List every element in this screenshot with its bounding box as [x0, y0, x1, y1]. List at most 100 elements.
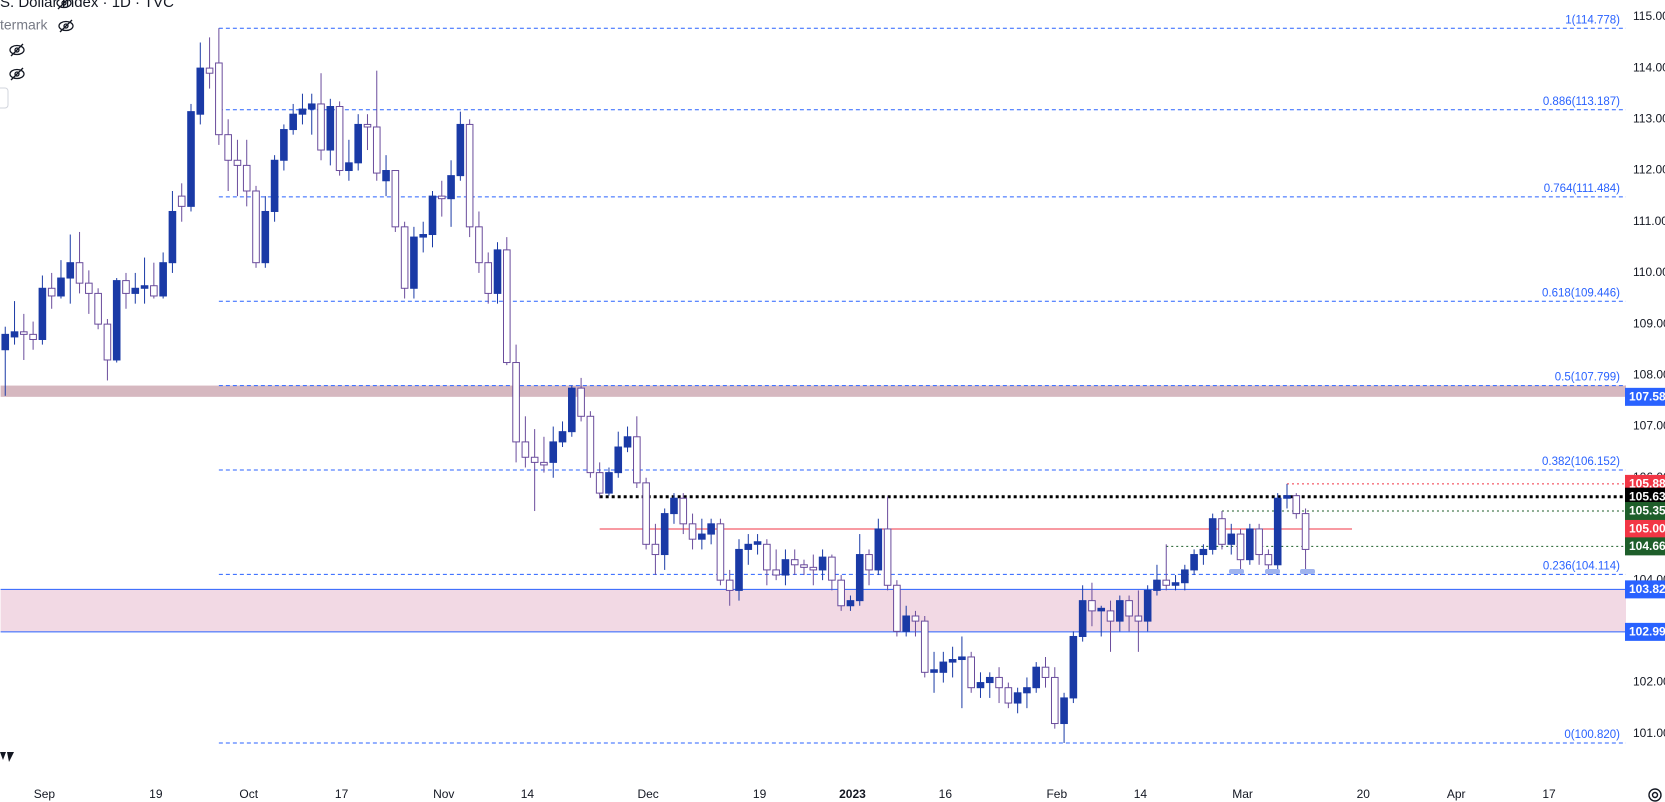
watermark-label: termark [0, 17, 48, 33]
x-tick-label: 19 [753, 787, 767, 801]
y-tick-label: 113.00 [1633, 111, 1665, 125]
candle-body [790, 559, 799, 566]
candle-body [660, 513, 669, 556]
candle-body [437, 195, 446, 200]
candle-body [1069, 635, 1078, 699]
price-tag-label: 103.82 [1629, 582, 1665, 596]
fib-label: 0.5(107.799) [1555, 372, 1620, 384]
candle-body [131, 287, 140, 294]
candle-body [66, 262, 75, 279]
x-tick-label: Apr [1447, 787, 1466, 801]
x-tick-label: Mar [1232, 787, 1253, 801]
candle-body [837, 579, 845, 607]
low-marker [1229, 569, 1244, 574]
candle-body [809, 566, 818, 571]
candle-body [307, 103, 316, 110]
candle-body [1004, 687, 1013, 704]
fib-label: 0.618(109.446) [1542, 287, 1620, 299]
fib-label: 0.764(111.484) [1544, 183, 1620, 195]
candle-body [419, 234, 428, 238]
fib-label: 0(100.820) [1564, 729, 1620, 741]
candle-body [75, 262, 84, 284]
candle-body [883, 528, 892, 586]
candle-body [475, 226, 483, 264]
candle-body [586, 415, 595, 474]
price-tag [1625, 537, 1665, 556]
candle-body [1143, 589, 1152, 622]
indicator-eye-icon[interactable] [9, 43, 25, 57]
candle-body [772, 569, 780, 576]
candle-body [1125, 600, 1133, 617]
candle-body [1236, 533, 1245, 561]
price-tag-label: 104.66 [1629, 539, 1665, 553]
indicator-eye-icon[interactable] [9, 67, 25, 81]
candle-body [57, 277, 65, 297]
candle-body [1190, 554, 1198, 571]
candle-body [614, 446, 623, 474]
candle-body [196, 67, 205, 115]
candle-body [456, 123, 465, 177]
y-tick-label: 101.00 [1633, 726, 1665, 740]
candle-body [20, 331, 28, 335]
settings-icon[interactable] [1648, 788, 1662, 802]
candle-body [939, 661, 948, 673]
candle-body [512, 362, 520, 443]
candle-body [633, 436, 641, 484]
candle-body [345, 162, 353, 172]
candle-body [1181, 569, 1189, 584]
candle-body [484, 262, 493, 294]
candle-body [382, 170, 390, 182]
zone [0, 589, 1627, 632]
candle-body [1199, 548, 1208, 556]
candle-body [781, 559, 790, 576]
candle-body [103, 323, 112, 361]
candle-body [623, 436, 632, 448]
candle-body [1227, 533, 1236, 545]
candle-body [224, 134, 232, 161]
candle-body [568, 387, 576, 433]
candle-body [1255, 528, 1263, 556]
fib-label: 0.236(104.114) [1543, 560, 1620, 572]
candle-body [280, 129, 288, 161]
x-tick-label: Oct [239, 787, 258, 801]
candle-body [744, 543, 753, 550]
candle-body [698, 533, 706, 540]
candle-body [261, 210, 270, 264]
candle-body [874, 528, 883, 571]
price-tag [1625, 622, 1665, 641]
candle-body [1273, 497, 1282, 566]
candle-body [428, 195, 437, 236]
candle-body [1060, 697, 1068, 725]
candle-body [540, 461, 548, 466]
candle-body [363, 123, 372, 128]
candle-body [1, 333, 10, 351]
candle-body [1050, 676, 1059, 725]
x-tick-label: 16 [939, 787, 953, 801]
candle-body [400, 226, 409, 289]
candle-body [1088, 600, 1096, 612]
candle-body [215, 62, 223, 136]
candle-body [1097, 607, 1106, 612]
candle-body [38, 287, 47, 340]
candle-body [995, 676, 1003, 689]
x-tick-label: 14 [1134, 787, 1148, 801]
candle-body [447, 175, 455, 200]
candle-body [1264, 554, 1273, 566]
candle-body [753, 541, 762, 545]
price-tag-label: 105.63 [1629, 489, 1665, 503]
candle-body [735, 548, 743, 591]
candle-body [242, 164, 251, 192]
candle-body [1116, 600, 1124, 622]
candle-body [818, 556, 827, 571]
candle-body [1301, 513, 1310, 550]
x-tick-label: 2023 [839, 787, 866, 801]
candle-body [846, 600, 855, 607]
candle-body [465, 123, 474, 228]
candle-body [651, 543, 660, 556]
candle-body [800, 564, 808, 568]
candle-body [47, 287, 56, 297]
candle-body [335, 106, 344, 172]
collapse-button[interactable] [0, 87, 9, 109]
candle-body [670, 497, 678, 515]
